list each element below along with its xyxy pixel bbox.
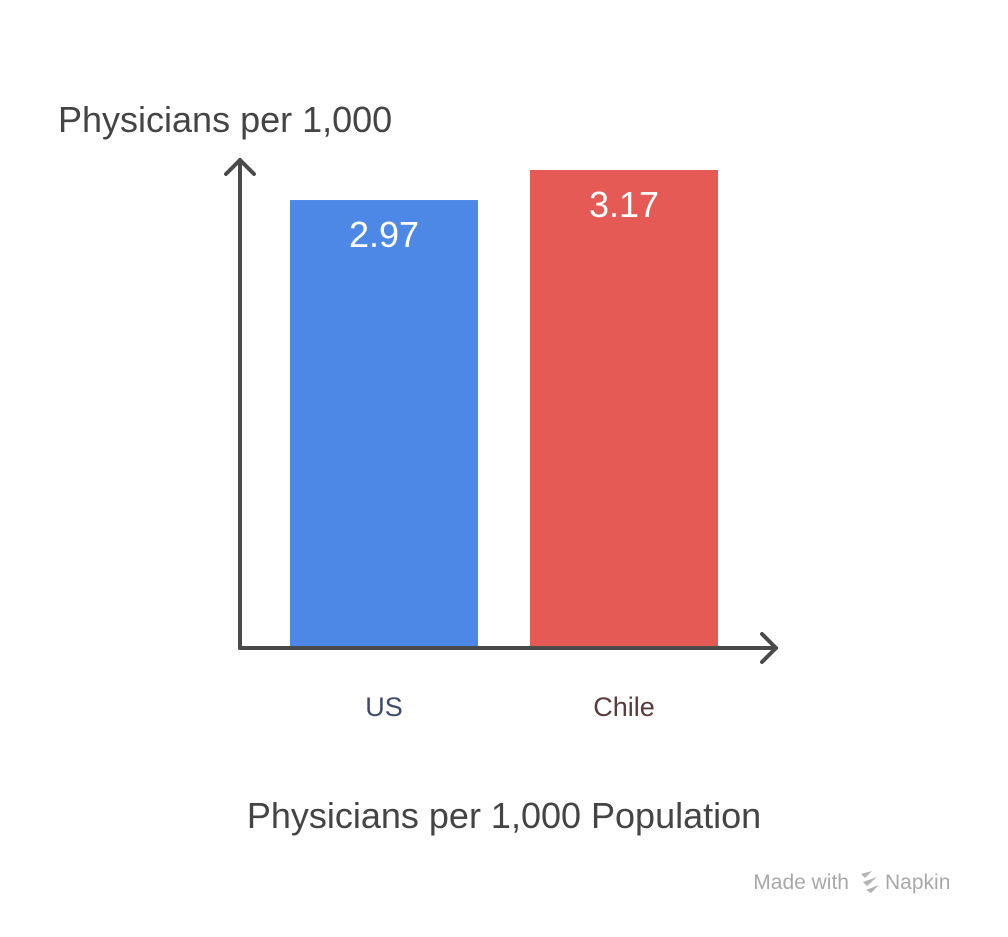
watermark: Made with Napkin <box>753 871 950 894</box>
x-tick-label-chile: Chile <box>593 692 655 722</box>
bar-us <box>290 200 478 646</box>
data-label-us: 2.97 <box>349 214 419 255</box>
chart-title: Physicians per 1,000 Population <box>247 795 761 836</box>
y-axis-label: Physicians per 1,000 <box>58 99 392 140</box>
y-axis <box>224 158 256 650</box>
watermark-brand: Napkin <box>885 871 950 894</box>
napkin-logo-icon <box>861 871 879 893</box>
x-tick-label-us: US <box>365 692 403 722</box>
watermark-prefix: Made with <box>753 871 849 894</box>
labels-layer: 2.97 US 3.17 Chile <box>349 184 659 722</box>
x-axis <box>238 632 778 664</box>
bars-layer <box>290 170 718 646</box>
bar-chile <box>530 170 718 646</box>
data-label-chile: 3.17 <box>589 184 659 225</box>
